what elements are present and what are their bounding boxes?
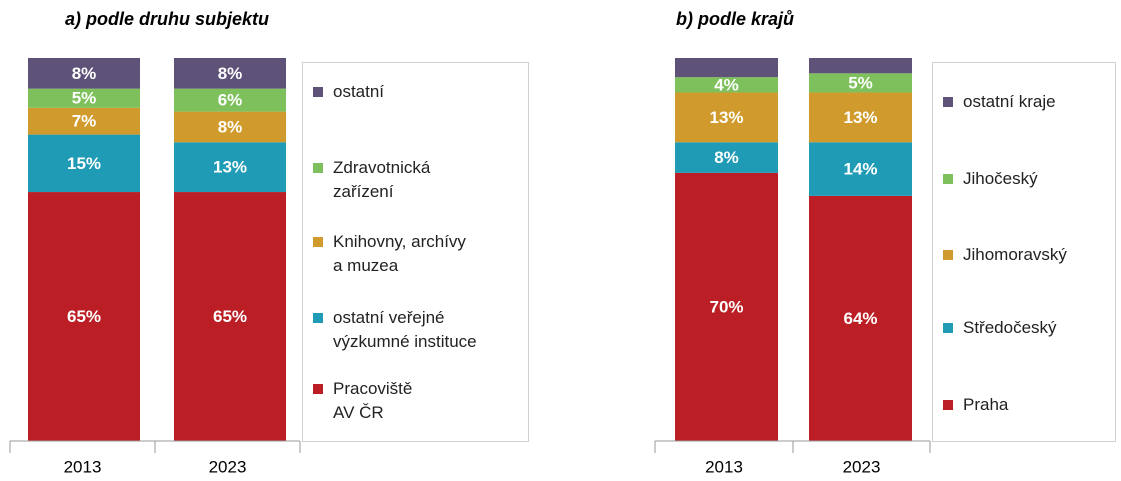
data-label: 64% (843, 309, 877, 328)
x-tick-label: 2023 (209, 457, 247, 476)
bar-segment (809, 92, 912, 143)
data-label: 5% (72, 89, 97, 108)
legend-swatch (313, 87, 323, 97)
legend-item: Zdravotnická zařízení (313, 156, 431, 204)
legend-label: ostatní veřejné výzkumné instituce (333, 308, 477, 351)
legend-swatch (313, 384, 323, 394)
data-label: 8% (714, 148, 739, 167)
bar-segment (675, 58, 778, 78)
legend-swatch (943, 97, 953, 107)
x-tick-label: 2013 (705, 457, 743, 476)
chart-title: b) podle krajů (676, 9, 794, 29)
legend-label: Zdravotnická zařízení (333, 158, 431, 201)
legend-swatch (943, 400, 953, 410)
legend: Pracoviště AV ČR ostatní veřejné výzkumné… (302, 62, 529, 442)
data-label: 7% (72, 112, 97, 131)
data-label: 8% (218, 117, 243, 136)
data-label: 15% (67, 154, 101, 173)
bar-segment (174, 88, 286, 112)
bar-segment (675, 142, 778, 173)
legend-label: Středočeský (963, 318, 1057, 337)
legend-item: Praha (943, 393, 1009, 417)
legend-item: Knihovny, archívy a muzea (313, 230, 466, 278)
data-label: 5% (848, 73, 873, 92)
x-tick-label: 2013 (64, 457, 102, 476)
x-tick-label: 2023 (843, 457, 881, 476)
bar-segment (28, 134, 140, 193)
legend-label: Jihočeský (963, 169, 1038, 188)
bar-segment (174, 111, 286, 143)
legend-item: ostatní (313, 80, 385, 104)
data-label: 13% (213, 158, 247, 177)
data-label: 13% (709, 108, 743, 127)
bar-segment (809, 58, 912, 74)
legend-label: Jihomoravský (963, 245, 1067, 264)
legend: Praha Středočeský Jihomoravský Jihočeský ost… (932, 62, 1116, 442)
bar-segment (28, 58, 140, 89)
data-label: 4% (714, 75, 739, 94)
legend-item: ostatní kraje (943, 90, 1056, 114)
data-label: 8% (218, 64, 243, 83)
data-label: 65% (213, 307, 247, 326)
bar-segment (174, 58, 286, 89)
legend-label: ostatní kraje (963, 92, 1056, 111)
legend-label: Knihovny, archívy a muzea (333, 232, 466, 275)
legend-label: ostatní (333, 82, 385, 101)
legend-item: Jihočeský (943, 167, 1038, 191)
legend-item: ostatní veřejné výzkumné instituce (313, 306, 477, 354)
legend-label: Pracoviště AV ČR (333, 379, 413, 422)
bar-segment (675, 92, 778, 143)
bar-segment (675, 172, 778, 441)
legend-swatch (943, 174, 953, 184)
legend-swatch (313, 163, 323, 173)
bar-segment (28, 107, 140, 135)
bar-segment (174, 192, 286, 441)
data-label: 70% (709, 297, 743, 316)
legend-item: Středočeský (943, 316, 1057, 340)
legend-swatch (313, 237, 323, 247)
legend-item: Jihomoravský (943, 243, 1067, 267)
bar-segment (28, 88, 140, 108)
data-label: 8% (72, 64, 97, 83)
bar-segment (809, 195, 912, 441)
bar-segment (809, 142, 912, 196)
bar-segment (675, 77, 778, 93)
data-label: 65% (67, 307, 101, 326)
chart-title: a) podle druhu subjektu (65, 9, 269, 29)
legend-swatch (943, 323, 953, 333)
legend-swatch (943, 250, 953, 260)
legend-swatch (313, 313, 323, 323)
data-label: 14% (843, 160, 877, 179)
bar-segment (28, 192, 140, 441)
bar-segment (174, 142, 286, 193)
legend-item: Pracoviště AV ČR (313, 377, 413, 425)
bar-segment (809, 73, 912, 93)
data-label: 6% (218, 91, 243, 110)
legend-label: Praha (963, 395, 1009, 414)
data-label: 13% (843, 108, 877, 127)
